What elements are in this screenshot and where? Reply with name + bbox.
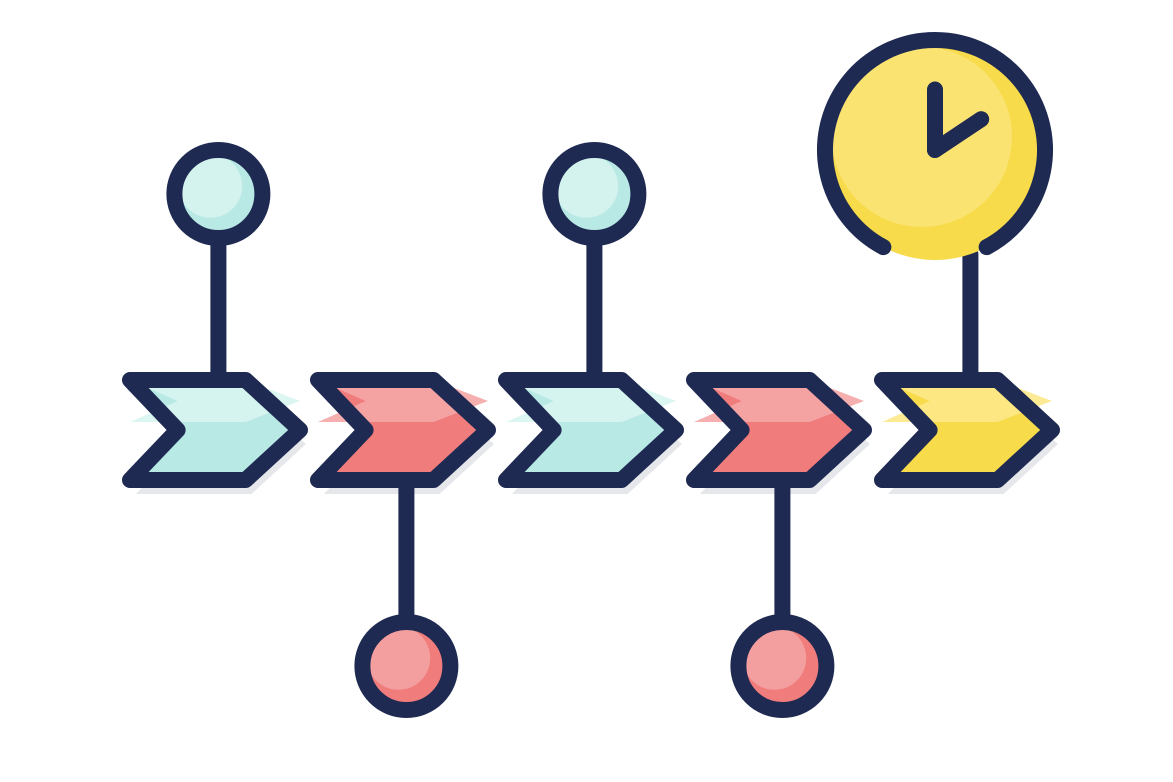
clock-icon	[825, 40, 1045, 260]
pin-4	[738, 622, 826, 710]
pin-3	[550, 150, 638, 238]
timeline-diagram	[0, 0, 1173, 782]
pin-1	[174, 150, 262, 238]
pin-2	[362, 622, 450, 710]
